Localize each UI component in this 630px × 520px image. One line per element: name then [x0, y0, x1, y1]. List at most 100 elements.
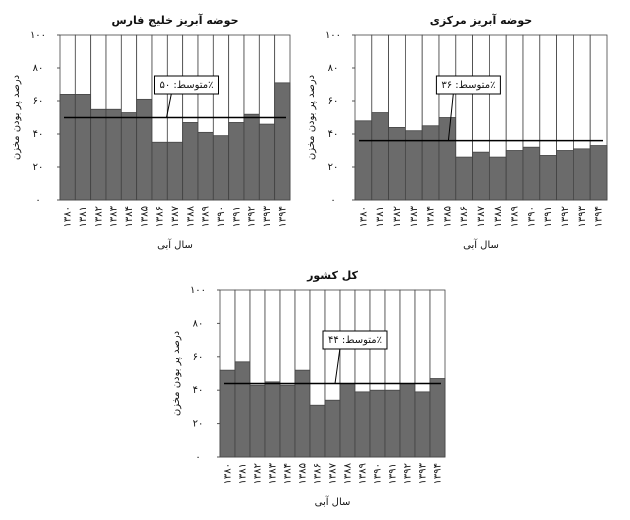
x-tick-label: ۱۳۹۰ — [373, 463, 384, 484]
y-axis-label: درصد پر بودن مخزن — [171, 331, 182, 416]
bar — [369, 389, 386, 458]
callout-pointer — [334, 347, 341, 384]
x-tick-label: ۱۳۸۴ — [124, 206, 135, 227]
bar — [309, 404, 326, 458]
callout-pointer — [447, 92, 454, 141]
x-tick-label: ۱۳۹۱ — [231, 206, 242, 227]
bar — [151, 141, 168, 201]
y-tick-label: ۲۰ — [193, 419, 204, 430]
x-tick-label: ۱۳۸۰ — [223, 463, 234, 484]
bar — [354, 120, 373, 201]
bar — [182, 122, 199, 201]
y-tick-label: ۴۰ — [33, 129, 44, 140]
bar — [228, 122, 245, 201]
callout-box — [154, 75, 219, 95]
bar — [384, 389, 401, 458]
bar — [249, 384, 266, 458]
x-tick-label: ۱۳۸۸ — [185, 205, 196, 227]
x-tick-label: ۱۳۸۲ — [93, 206, 104, 227]
bar — [105, 108, 122, 201]
x-tick-label: ۱۳۸۴ — [283, 463, 294, 484]
bar — [166, 141, 184, 201]
bar — [243, 113, 260, 201]
bar — [421, 125, 440, 201]
x-tick-label: ۱۳۸۶ — [313, 463, 324, 484]
callout-box — [322, 330, 388, 350]
bar — [522, 146, 541, 201]
bar — [197, 131, 214, 201]
x-tick-label: ۱۳۸۷ — [170, 205, 181, 227]
y-tick-label: ۶۰ — [328, 96, 339, 107]
bar — [429, 378, 446, 458]
x-tick-label: ۱۳۸۹ — [201, 206, 212, 227]
y-axis-label: درصد پر بودن مخزن — [11, 75, 22, 160]
bar — [573, 148, 591, 201]
bar — [438, 117, 457, 201]
x-tick-label: ۱۳۸۱ — [238, 463, 249, 484]
x-tick-label: ۱۳۹۳ — [262, 205, 273, 227]
bar — [136, 98, 153, 201]
x-tick-label: ۱۳۸۲ — [392, 206, 403, 227]
y-tick-label: ۶۰ — [33, 96, 44, 107]
x-tick-label: ۱۳۹۲ — [403, 463, 414, 484]
bar — [414, 391, 431, 458]
x-tick-label: ۱۳۸۷ — [476, 205, 487, 227]
x-tick-label: ۱۳۹۱ — [543, 206, 554, 227]
bar — [212, 135, 230, 201]
bar — [455, 156, 473, 201]
bar — [279, 384, 296, 458]
bar — [472, 151, 490, 201]
y-tick-label: ۰ — [330, 195, 335, 206]
y-tick-label: ۸۰ — [33, 63, 44, 74]
bar — [371, 112, 389, 201]
x-tick-label: ۱۳۸۰ — [63, 206, 74, 227]
x-tick-label: ۱۳۸۷ — [328, 462, 339, 484]
x-tick-label: ۱۳۹۴ — [433, 463, 444, 484]
x-tick-label: ۱۳۸۳ — [109, 205, 120, 227]
x-tick-label: ۱۳۹۴ — [594, 206, 605, 227]
bar — [264, 381, 281, 458]
x-tick-label: ۱۳۹۳ — [418, 462, 429, 484]
x-tick-label: ۱۳۸۸ — [343, 462, 354, 484]
x-tick-label: ۱۳۹۳ — [577, 205, 588, 227]
x-axis-label: سال آبی — [463, 238, 499, 251]
chart-title: کل کشور — [306, 269, 358, 282]
x-tick-label: ۱۳۹۲ — [560, 206, 571, 227]
bar — [556, 150, 574, 201]
bar — [120, 112, 138, 201]
x-tick-label: ۱۳۹۲ — [247, 206, 258, 227]
y-tick-label: ۲۰ — [328, 162, 339, 173]
x-tick-label: ۱۳۸۶ — [459, 206, 470, 227]
x-tick-label: ۱۳۹۰ — [526, 206, 537, 227]
x-tick-label: ۱۳۸۲ — [253, 463, 264, 484]
bar — [274, 82, 291, 201]
x-tick-label: ۱۳۸۱ — [375, 206, 386, 227]
x-tick-label: ۱۳۸۳ — [268, 462, 279, 484]
x-axis-label: سال آبی — [315, 495, 351, 508]
chart-title: حوضه آبریز خلیج فارس — [111, 13, 238, 27]
y-tick-label: ۴۰ — [328, 129, 339, 140]
bar — [324, 399, 341, 458]
y-tick-label: ۱۰۰ — [190, 285, 206, 296]
chart-title: حوضه آبریز مرکزی — [430, 13, 532, 27]
bar — [258, 123, 276, 201]
bar — [59, 94, 76, 201]
x-tick-label: ۱۳۹۰ — [216, 206, 227, 227]
x-tick-label: ۱۳۸۵ — [442, 206, 453, 227]
y-tick-label: ۶۰ — [193, 352, 204, 363]
annotation: متوسط: ۵۰٪ — [159, 80, 213, 91]
bar — [74, 94, 92, 201]
y-tick-label: ۸۰ — [193, 318, 204, 329]
y-tick-label: ۰ — [195, 452, 200, 463]
x-tick-label: ۱۳۸۱ — [78, 206, 89, 227]
annotation: متوسط: ۴۴٪ — [328, 335, 382, 346]
x-tick-label: ۱۳۸۰ — [358, 206, 369, 227]
y-tick-label: ۰ — [35, 195, 40, 206]
y-tick-label: ۲۰ — [33, 162, 44, 173]
x-tick-label: ۱۳۹۴ — [277, 206, 288, 227]
x-tick-label: ۱۳۸۹ — [358, 463, 369, 484]
x-axis-label: سال آبی — [157, 238, 193, 251]
bar — [90, 108, 107, 201]
callout-box — [435, 75, 501, 95]
